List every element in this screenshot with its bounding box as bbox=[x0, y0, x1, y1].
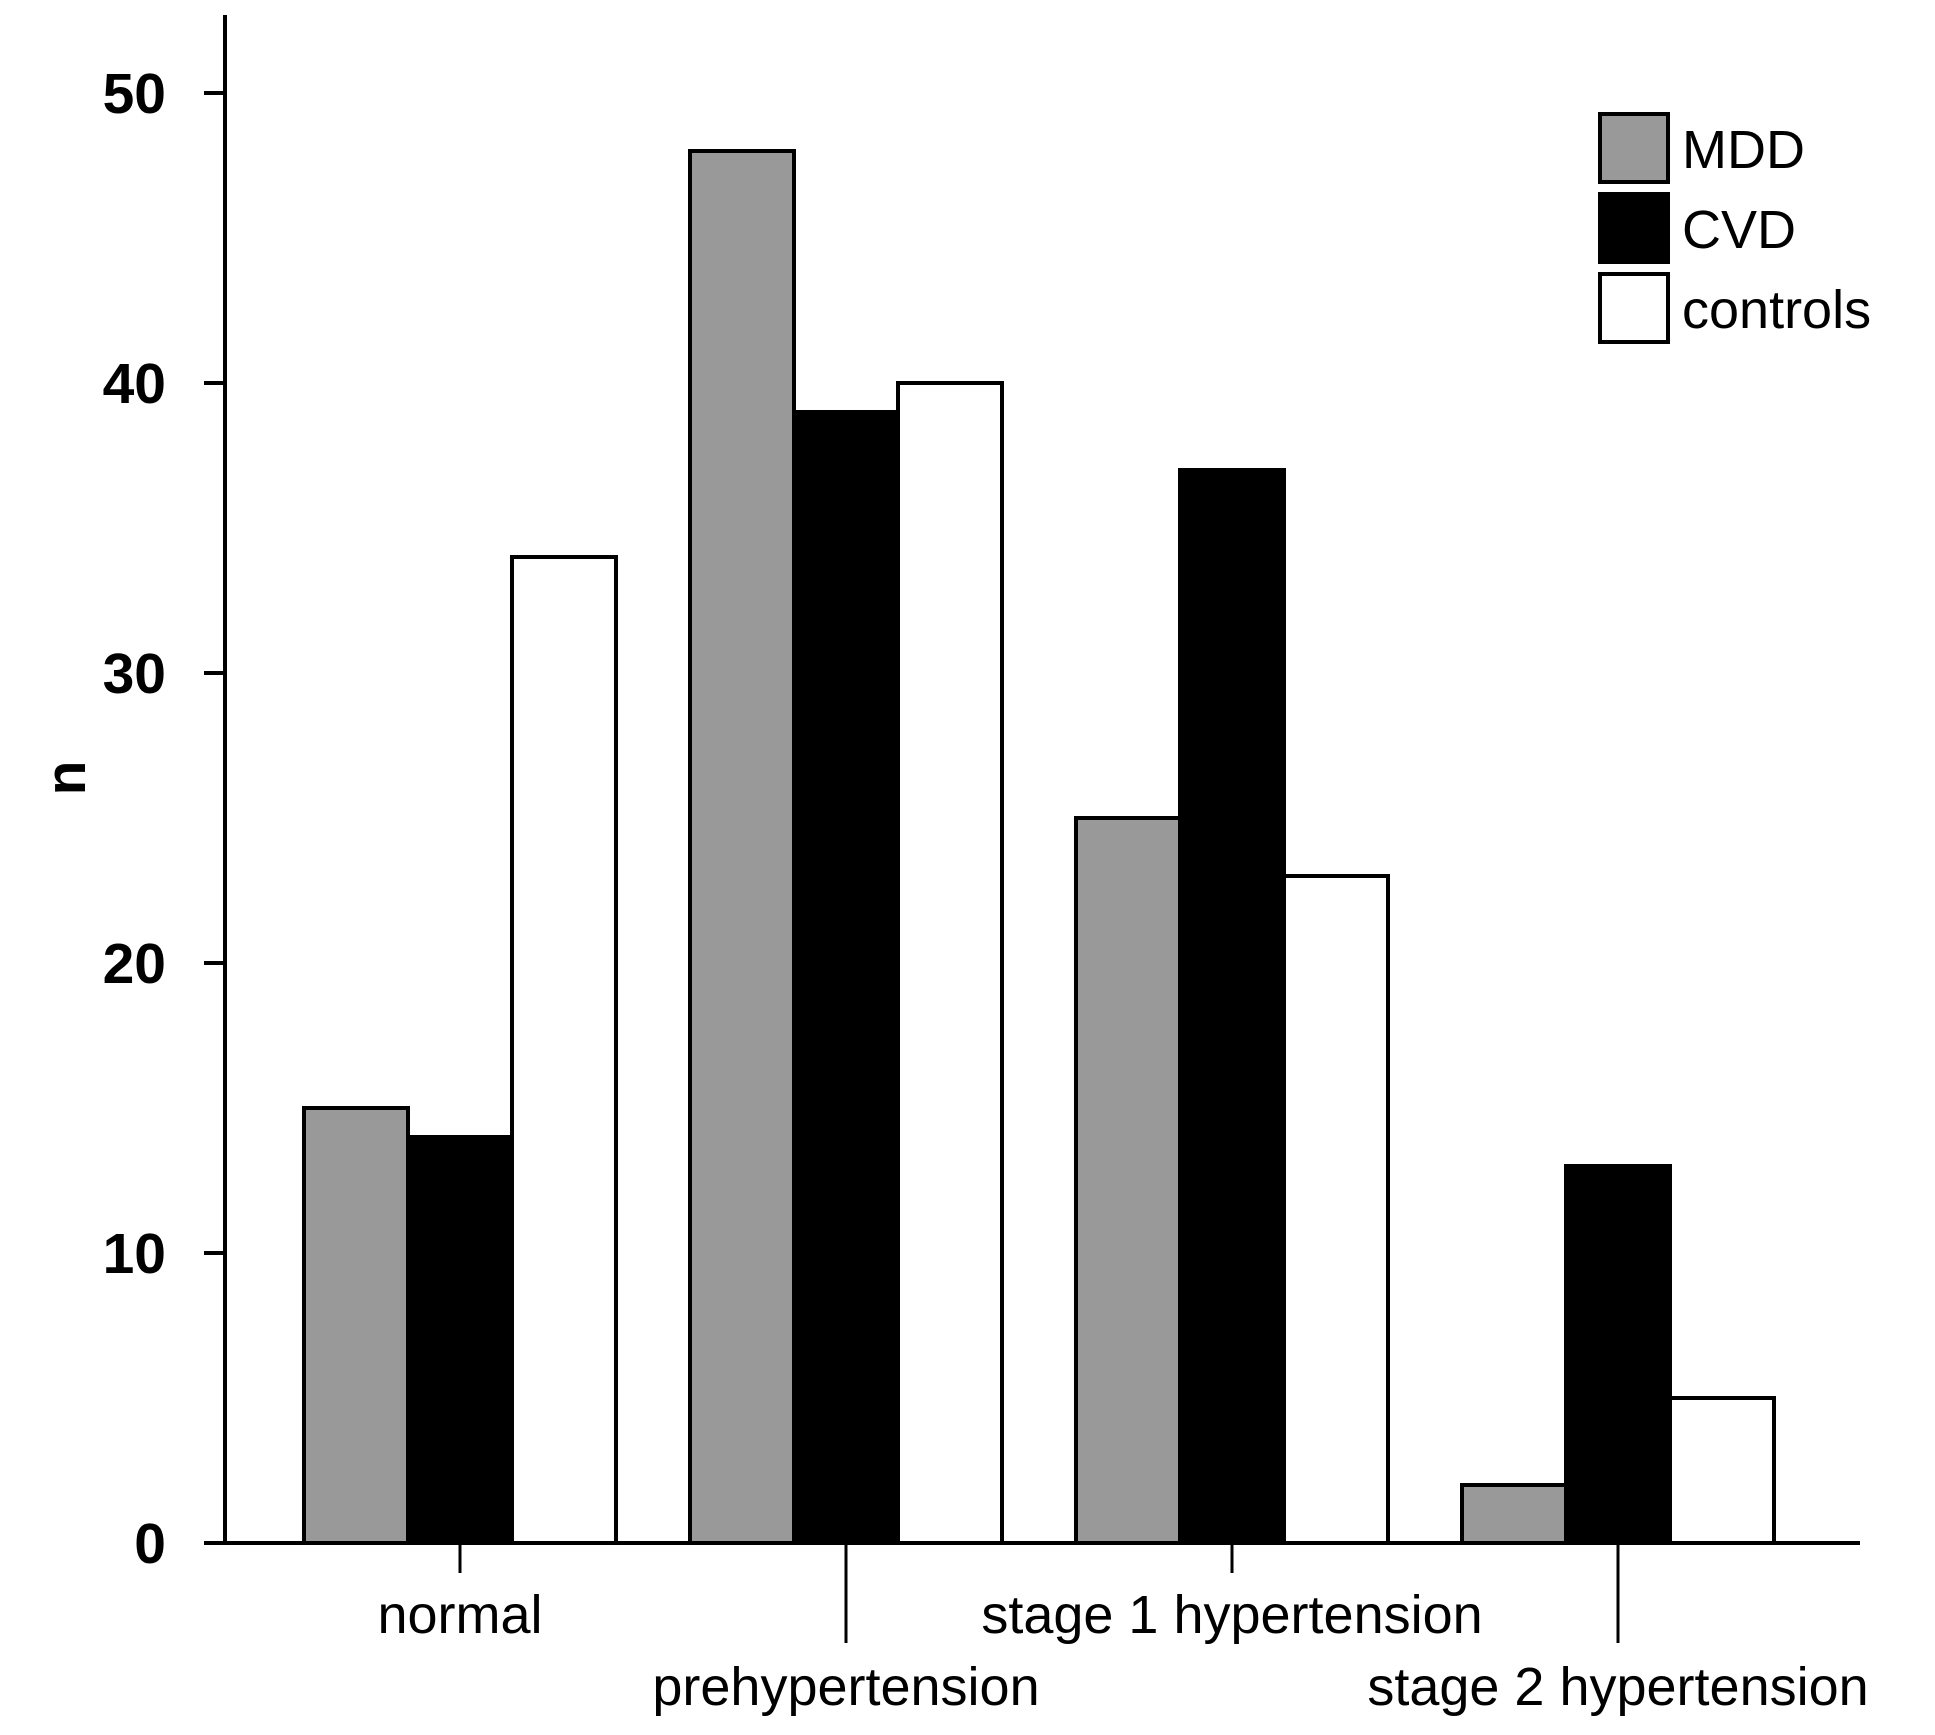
legend: MDD CVD controls bbox=[1598, 112, 1871, 344]
bar-mdd-stage-1-hypertension bbox=[1074, 816, 1182, 1545]
y-tick-label-50: 50 bbox=[103, 62, 166, 126]
y-tick-label-40: 40 bbox=[103, 352, 166, 416]
y-tick-label-10: 10 bbox=[103, 1222, 166, 1286]
legend-label-mdd: MDD bbox=[1682, 120, 1805, 180]
y-ticks: 0 10 20 30 40 50 bbox=[103, 62, 225, 1576]
legend-swatch-mdd bbox=[1598, 112, 1670, 184]
bar-controls-stage-1-hypertension bbox=[1282, 874, 1390, 1545]
bar-controls-stage-2-hypertension bbox=[1668, 1396, 1776, 1545]
bar-cvd-normal bbox=[406, 1135, 514, 1545]
y-tick-label-20: 20 bbox=[103, 932, 166, 996]
legend-swatch-controls bbox=[1598, 272, 1670, 344]
legend-swatch-cvd bbox=[1598, 192, 1670, 264]
bar-cvd-stage-2-hypertension bbox=[1564, 1164, 1672, 1545]
legend-label-controls: controls bbox=[1682, 280, 1871, 340]
y-axis-title: n bbox=[34, 761, 98, 796]
legend-label-cvd: CVD bbox=[1682, 200, 1796, 260]
y-tick-label-0: 0 bbox=[134, 1512, 166, 1576]
x-tick-label-stage-1-hypertension: stage 1 hypertension bbox=[981, 1585, 1482, 1645]
x-tick-label-prehypertension: prehypertension bbox=[652, 1657, 1039, 1717]
bar-mdd-normal bbox=[302, 1106, 410, 1545]
bar-controls-prehypertension bbox=[896, 381, 1004, 1545]
x-tick-label-normal: normal bbox=[377, 1585, 542, 1645]
x-tick-label-stage-2-hypertension: stage 2 hypertension bbox=[1367, 1657, 1868, 1717]
bar-cvd-prehypertension bbox=[792, 410, 900, 1545]
bar-cvd-stage-1-hypertension bbox=[1178, 468, 1286, 1545]
bar-mdd-prehypertension bbox=[688, 149, 796, 1545]
bar-controls-normal bbox=[510, 555, 618, 1545]
bar-mdd-stage-2-hypertension bbox=[1460, 1483, 1568, 1545]
x-ticks: normal prehypertension stage 1 hypertensio… bbox=[377, 1543, 1869, 1717]
y-tick-label-30: 30 bbox=[103, 642, 166, 706]
bars-group bbox=[302, 149, 1776, 1545]
